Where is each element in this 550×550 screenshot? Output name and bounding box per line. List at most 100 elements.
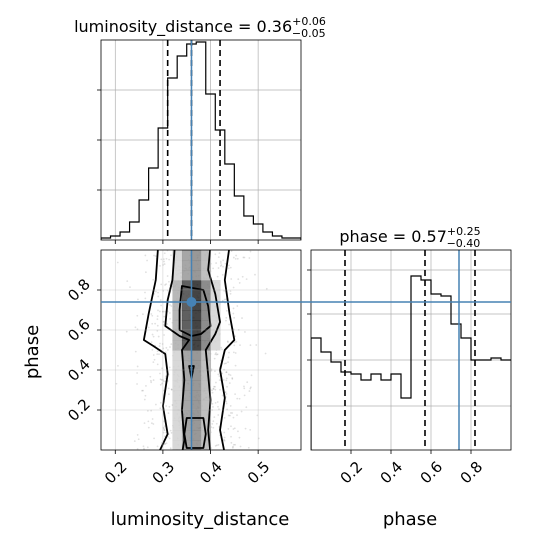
- scatter-point: [238, 397, 241, 400]
- scatter-point: [211, 391, 214, 394]
- scatter-point: [217, 256, 220, 259]
- scatter-point: [152, 354, 155, 356]
- density-cell: [172, 280, 183, 291]
- scatter-point: [217, 414, 220, 416]
- scatter-point: [243, 394, 246, 397]
- scatter-point: [159, 299, 162, 301]
- density-cell: [172, 300, 183, 311]
- scatter-point: [163, 252, 166, 255]
- density-cell: [210, 320, 221, 331]
- scatter-point: [236, 305, 239, 307]
- scatter-point: [249, 386, 252, 389]
- scatter-point: [160, 258, 163, 261]
- density-cell: [191, 370, 202, 381]
- scatter-point: [168, 366, 171, 369]
- scatter-point: [214, 388, 217, 391]
- scatter-point: [217, 373, 220, 376]
- main-density: [172, 250, 221, 450]
- scatter-point: [147, 426, 150, 429]
- scatter-point: [214, 444, 217, 447]
- scatter-point: [230, 250, 233, 252]
- scatter-point: [143, 398, 146, 401]
- scatter-point: [244, 331, 246, 333]
- right-quantile-lines: [344, 250, 476, 450]
- scatter-point: [152, 379, 155, 381]
- scatter-point: [231, 377, 234, 379]
- scatter-point: [166, 323, 169, 325]
- scatter-point: [212, 388, 215, 390]
- scatter-point: [212, 420, 215, 423]
- density-cell: [191, 270, 202, 281]
- scatter-point: [146, 446, 149, 449]
- scatter-point: [154, 322, 157, 325]
- scatter-point: [215, 444, 218, 447]
- main-xticks: 0.2 0.3 0.4 0.5: [101, 450, 273, 487]
- scatter-point: [161, 367, 163, 370]
- scatter-point: [162, 380, 165, 383]
- scatter-point: [142, 389, 144, 392]
- scatter-point: [213, 385, 215, 388]
- scatter-point: [215, 381, 217, 384]
- scatter-point: [164, 310, 167, 313]
- scatter-point: [163, 429, 166, 432]
- density-cell: [191, 310, 202, 321]
- density-cell: [181, 260, 192, 271]
- scatter-point: [229, 412, 232, 414]
- scatter-point: [233, 427, 236, 430]
- scatter-point: [159, 378, 162, 381]
- scatter-point: [162, 427, 165, 430]
- right-xlabel: phase: [383, 509, 437, 530]
- scatter-point: [158, 310, 161, 313]
- density-cell: [172, 360, 183, 371]
- scatter-point: [156, 350, 159, 353]
- density-cell: [201, 420, 212, 431]
- scatter-point: [134, 350, 137, 353]
- density-cell: [191, 350, 202, 361]
- density-cell: [191, 290, 202, 301]
- scatter-point: [230, 441, 233, 444]
- scatter-point: [219, 265, 222, 267]
- scatter-point: [163, 260, 165, 263]
- scatter-point: [136, 365, 139, 368]
- scatter-point: [142, 445, 145, 448]
- scatter-point: [229, 292, 232, 295]
- scatter-point: [169, 317, 171, 320]
- scatter-point: [248, 257, 251, 259]
- scatter-point: [168, 405, 171, 408]
- scatter-point: [151, 418, 154, 420]
- scatter-point: [156, 353, 159, 356]
- density-cell: [191, 340, 202, 351]
- density-cell: [181, 250, 192, 261]
- scatter-point: [115, 382, 118, 385]
- scatter-point: [157, 291, 159, 294]
- density-cell: [201, 250, 212, 261]
- scatter-point: [221, 299, 224, 302]
- scatter-point: [170, 305, 173, 307]
- density-cell: [201, 330, 212, 341]
- scatter-point: [143, 422, 146, 425]
- scatter-point: [159, 264, 161, 267]
- scatter-point: [159, 407, 162, 410]
- scatter-point: [256, 414, 259, 417]
- density-cell: [201, 440, 212, 450]
- scatter-point: [136, 383, 138, 385]
- scatter-point: [134, 326, 137, 329]
- top-yticks: [97, 89, 101, 191]
- density-cell: [181, 410, 192, 421]
- scatter-point: [264, 352, 267, 355]
- scatter-point: [154, 403, 157, 406]
- density-cell: [181, 380, 192, 391]
- right-title: phase = 0.57+0.25 −0.40: [339, 225, 480, 250]
- scatter-point: [244, 427, 247, 430]
- scatter-point: [152, 423, 155, 425]
- top-frame: [100, 39, 302, 241]
- scatter-point: [147, 420, 150, 423]
- scatter-point: [240, 410, 243, 413]
- scatter-point: [170, 431, 173, 434]
- scatter-point: [149, 375, 152, 378]
- scatter-point: [230, 278, 233, 280]
- scatter-point: [170, 254, 172, 257]
- main-xtick-label: 0.3: [149, 458, 179, 488]
- scatter-point: [223, 416, 226, 419]
